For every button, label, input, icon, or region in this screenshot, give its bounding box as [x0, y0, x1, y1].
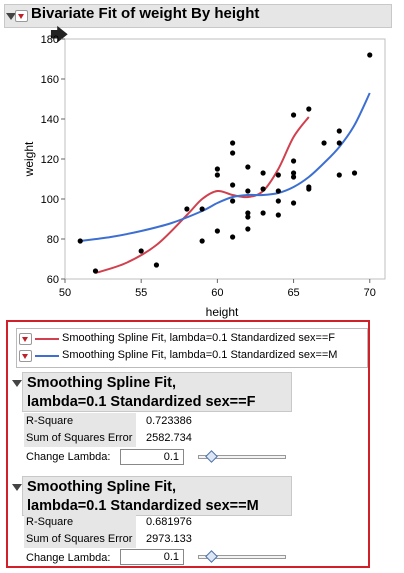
y-tick-label: 100 — [41, 194, 59, 206]
fit-title-line1: Smoothing Spline Fit, — [27, 479, 177, 495]
data-point[interactable] — [92, 268, 99, 274]
sse-value: 2973.133 — [146, 533, 192, 545]
data-point[interactable] — [321, 140, 327, 146]
bivariate-outline-header[interactable] — [4, 4, 392, 28]
y-tick-label: 180 — [41, 34, 59, 46]
red-triangle-menu-icon[interactable] — [19, 333, 32, 345]
spline-curve-female[interactable] — [95, 116, 310, 274]
data-point[interactable] — [245, 214, 251, 220]
data-point[interactable] — [230, 234, 236, 240]
x-tick-label: 55 — [135, 287, 147, 299]
data-point[interactable] — [306, 184, 312, 190]
data-point[interactable] — [245, 164, 251, 170]
fit-title-line1: Smoothing Spline Fit, — [27, 375, 177, 391]
fit-title-line2: lambda=0.1 Standardized sex==M — [27, 498, 259, 514]
lambda-input[interactable]: 0.1 — [120, 449, 184, 465]
data-point[interactable] — [153, 262, 160, 268]
rsquare-label: R-Square — [24, 514, 136, 531]
x-tick-label: 65 — [287, 287, 299, 299]
data-point[interactable] — [138, 248, 144, 254]
collapse-triangle-icon[interactable] — [12, 380, 22, 387]
red-triangle-menu-icon[interactable] — [19, 350, 32, 362]
data-point[interactable] — [260, 186, 266, 192]
x-tick-label: 60 — [211, 287, 223, 299]
data-point[interactable] — [336, 140, 342, 146]
data-point[interactable] — [336, 128, 342, 134]
y-tick-label: 120 — [41, 154, 59, 166]
data-point[interactable] — [199, 238, 205, 244]
data-point[interactable] — [77, 238, 83, 244]
lambda-slider[interactable] — [198, 555, 286, 559]
legend-line-red — [35, 338, 59, 340]
data-point[interactable] — [260, 170, 266, 176]
x-axis-label: height — [206, 305, 239, 319]
mouse-pointer-icon: 🡆 — [50, 25, 69, 45]
rsquare-value: 0.681976 — [146, 516, 192, 528]
fit-report-header-female[interactable]: Smoothing Spline Fit, lambda=0.1 Standar… — [22, 372, 292, 412]
data-point[interactable] — [290, 158, 297, 164]
fit-legend: Smoothing Spline Fit, lambda=0.1 Standar… — [16, 328, 368, 368]
change-lambda-label: Change Lambda: — [26, 552, 111, 564]
y-tick-label: 80 — [47, 234, 59, 246]
data-point[interactable] — [275, 188, 281, 194]
fit-title-line2: lambda=0.1 Standardized sex==F — [27, 394, 256, 410]
data-point[interactable] — [260, 210, 266, 216]
outline-title: Bivariate Fit of weight By height — [31, 5, 260, 22]
data-point[interactable] — [367, 52, 373, 58]
change-lambda-label: Change Lambda: — [26, 451, 111, 463]
legend-label: Smoothing Spline Fit, lambda=0.1 Standar… — [62, 332, 336, 344]
data-point[interactable] — [230, 198, 236, 204]
data-point[interactable] — [290, 170, 297, 176]
data-point[interactable] — [214, 228, 220, 234]
data-point[interactable] — [230, 182, 236, 188]
collapse-triangle-icon[interactable] — [6, 13, 16, 20]
data-point[interactable] — [245, 188, 251, 194]
data-point[interactable] — [290, 112, 297, 118]
data-point[interactable] — [351, 170, 358, 176]
rsquare-value: 0.723386 — [146, 415, 192, 427]
data-point[interactable] — [230, 150, 236, 156]
x-tick-label: 50 — [59, 287, 71, 299]
data-point[interactable] — [184, 206, 190, 212]
data-point[interactable] — [230, 140, 236, 146]
spline-curve-male[interactable] — [80, 92, 371, 242]
rsquare-label: R-Square — [24, 413, 136, 430]
data-point[interactable] — [214, 172, 220, 178]
bivariate-chart[interactable]: 50 55 60 65 70 60 80 100 120 140 160 180 height wei… — [0, 0, 404, 320]
x-tick-label: 70 — [364, 287, 376, 299]
data-point[interactable] — [290, 174, 297, 180]
sse-label: Sum of Squares Error — [24, 531, 136, 548]
sse-label: Sum of Squares Error — [24, 430, 136, 447]
data-point[interactable] — [275, 212, 281, 218]
legend-line-blue — [35, 355, 59, 357]
lambda-slider[interactable] — [198, 455, 286, 459]
sse-value: 2582.734 — [146, 432, 192, 444]
data-point[interactable] — [245, 226, 251, 232]
y-tick-label: 140 — [41, 114, 59, 126]
collapse-triangle-icon[interactable] — [12, 484, 22, 491]
y-axis-label: weight — [22, 141, 36, 177]
red-triangle-menu-icon[interactable] — [15, 10, 28, 22]
legend-label: Smoothing Spline Fit, lambda=0.1 Standar… — [62, 349, 338, 361]
data-point[interactable] — [245, 210, 251, 216]
data-point[interactable] — [199, 206, 205, 212]
data-point[interactable] — [290, 200, 297, 206]
data-point[interactable] — [214, 166, 220, 172]
data-point[interactable] — [275, 198, 281, 204]
fit-report-header-male[interactable]: Smoothing Spline Fit, lambda=0.1 Standar… — [22, 476, 292, 516]
y-tick-label: 60 — [47, 274, 59, 286]
data-point[interactable] — [275, 172, 281, 178]
lambda-input[interactable]: 0.1 — [120, 549, 184, 565]
fit-report-highlight — [6, 320, 370, 568]
data-point[interactable] — [336, 172, 342, 178]
data-point[interactable] — [306, 106, 312, 112]
y-tick-label: 160 — [41, 74, 59, 86]
